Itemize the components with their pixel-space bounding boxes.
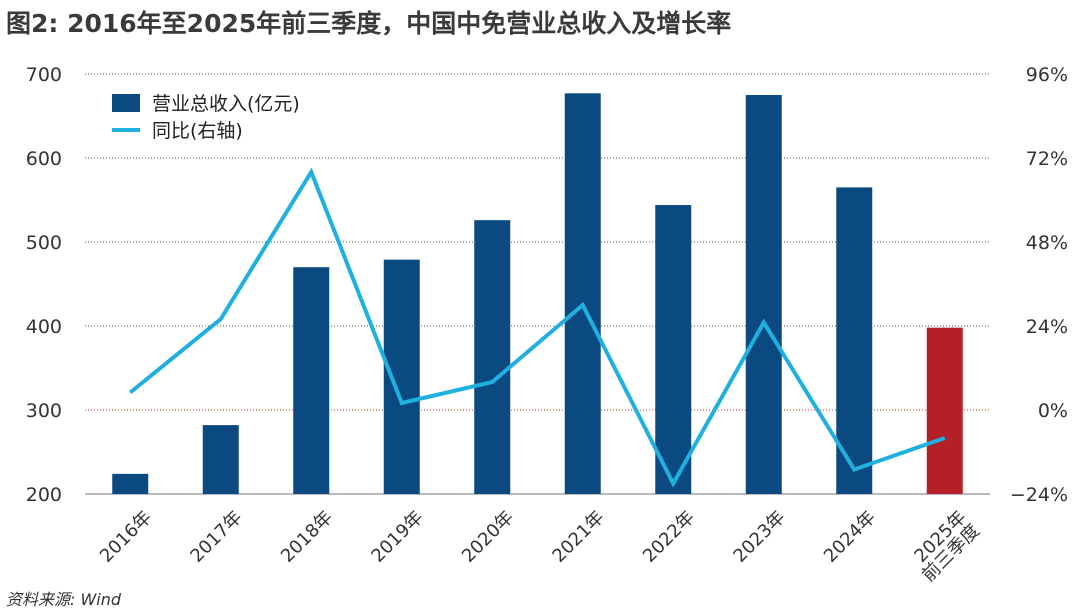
x-tick-label-line: 2021年: [548, 507, 608, 567]
x-tick-label: 2020年: [458, 507, 518, 567]
bar: [836, 187, 873, 494]
y2-tick-label: 0%: [1038, 400, 1068, 422]
y2-tick-label: 96%: [1026, 64, 1068, 86]
y2-tick-label: 48%: [1026, 232, 1068, 254]
legend-label: 营业总收入(亿元): [152, 93, 300, 115]
y2-tick-label: 72%: [1026, 148, 1068, 170]
x-tick-label: 2018年: [277, 507, 337, 567]
y-tick-label: 500: [26, 232, 62, 254]
y2-tick-label: −24%: [1010, 484, 1068, 506]
x-tick-label: 2019年: [367, 507, 427, 567]
chart-title: 图2: 2016年至2025年前三季度，中国中免营业总收入及增长率: [6, 9, 732, 38]
bar: [293, 267, 330, 494]
bar: [112, 473, 149, 494]
bar: [383, 259, 420, 494]
x-tick-label-line: 2020年: [458, 507, 518, 567]
legend-bar-swatch: [112, 94, 140, 112]
y-tick-label: 600: [26, 148, 62, 170]
x-tick-label: 2022年: [639, 507, 699, 567]
x-tick-label-line: 2022年: [639, 507, 699, 567]
bar: [564, 93, 601, 494]
bar: [655, 205, 692, 495]
legend-label: 同比(右轴): [152, 120, 243, 142]
y-tick-label: 300: [26, 400, 62, 422]
x-tick-label-line: 2017年: [186, 507, 246, 567]
series-line: [128, 167, 946, 488]
y-tick-label: 700: [26, 64, 62, 86]
y-tick-label: 200: [26, 484, 62, 506]
x-tick-label: 2021年: [548, 507, 608, 567]
x-tick-label-line: 2019年: [367, 507, 427, 567]
bar: [202, 425, 239, 494]
x-tick-label: 2023年: [729, 507, 789, 567]
x-tick-label: 2017年: [186, 507, 246, 567]
x-tick-label: 2016年: [96, 507, 156, 567]
y-tick-label: 400: [26, 316, 62, 338]
source-note: 资料来源: Wind: [6, 590, 122, 609]
y2-tick-label: 24%: [1026, 316, 1068, 338]
bar: [745, 95, 782, 494]
x-tick-label: 2025年前三季度: [905, 507, 984, 586]
bar: [926, 327, 963, 494]
x-tick-label-line: 2018年: [277, 507, 337, 567]
x-tick-label-line: 2016年: [96, 507, 156, 567]
x-tick-label-line: 2023年: [729, 507, 789, 567]
bar: [474, 220, 511, 494]
x-tick-label: 2024年: [820, 507, 880, 567]
x-tick-label-line: 2024年: [820, 507, 880, 567]
